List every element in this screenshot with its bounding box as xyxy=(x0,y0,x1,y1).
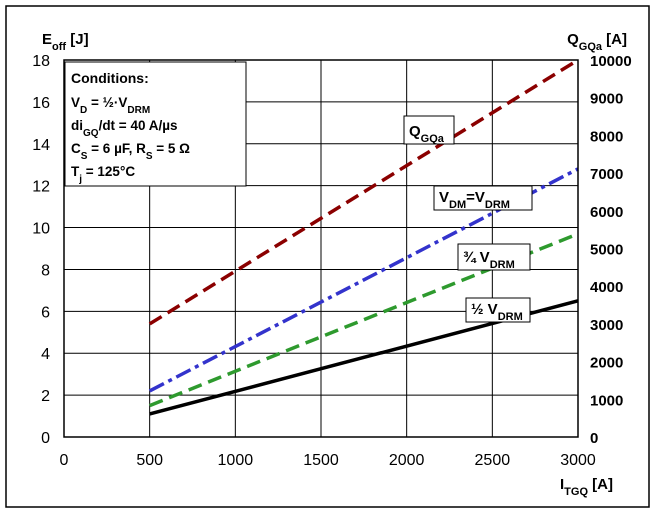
series-labels: QGQa VDM=VDRM ¾ VDRM ½ VDRM xyxy=(403,115,533,323)
y-right-tick-label: 6000 xyxy=(590,204,623,221)
y-left-tick-label: 12 xyxy=(32,179,50,196)
y-right-tick-label: 4000 xyxy=(590,279,623,296)
y-left-tick-label: 0 xyxy=(41,430,50,447)
y-left-axis-title: Eoff [J] xyxy=(42,31,89,53)
y-right-tick-label: 5000 xyxy=(590,242,623,259)
series-label-three-quarter-vdrm: ¾ VDRM xyxy=(457,243,531,271)
conditions-title: Conditions: xyxy=(71,70,149,86)
x-tick-label: 1000 xyxy=(218,452,254,469)
series-label-text: QGQa xyxy=(409,123,445,145)
y-left-tick-label: 16 xyxy=(32,95,50,112)
y-left-tick-label: 2 xyxy=(41,388,50,405)
y-right-tick-label: 10000 xyxy=(590,53,632,70)
conditions-box-frame xyxy=(64,61,247,187)
series-label-text: ½ VDRM xyxy=(471,301,523,323)
conditions-line: CS = 6 µF, RS = 5 Ω xyxy=(71,141,190,162)
conditions-line: Tj = 125°C xyxy=(71,164,135,185)
y-left-tick-label: 6 xyxy=(41,304,50,321)
y-left-tick-label: 14 xyxy=(32,137,50,154)
y-right-tick-label: 3000 xyxy=(590,317,623,334)
x-tick-label: 0 xyxy=(60,452,69,469)
series-label-box xyxy=(465,297,531,323)
series-label-box xyxy=(457,243,531,271)
series-label-box xyxy=(433,185,533,211)
x-axis-title: ITGQ [A] xyxy=(560,476,613,498)
y-right-tick-label: 1000 xyxy=(590,392,623,409)
y-left-tick-label: 4 xyxy=(41,346,50,363)
x-tick-label: 500 xyxy=(136,452,163,469)
y-left-tick-label: 10 xyxy=(32,221,50,238)
series-label-text: VDM=VDRM xyxy=(439,189,510,211)
series-label-half-vdrm: ½ VDRM xyxy=(465,297,531,323)
series-label-text: ¾ VDRM xyxy=(463,249,515,271)
y-right-tick-label: 8000 xyxy=(590,128,623,145)
series-label-vdm-vdrm: VDM=VDRM xyxy=(433,185,533,211)
y-right-axis-title: QGQa [A] xyxy=(567,31,627,53)
y-left-tick-label: 8 xyxy=(41,262,50,279)
x-tick-label: 2500 xyxy=(475,452,511,469)
y-right-tick-label: 9000 xyxy=(590,91,623,108)
x-tick-label: 2000 xyxy=(389,452,425,469)
conditions-line: VD = ½·VDRM xyxy=(71,95,150,116)
tick-labels: 0 500 1000 1500 2000 2500 3000 0 2 4 6 8 10 12 14 16 18 0… xyxy=(32,53,632,469)
plot-area-frame xyxy=(63,59,579,438)
y-right-tick-label: 7000 xyxy=(590,166,623,183)
y-right-tick-label: 2000 xyxy=(590,355,623,372)
series-label-qgqa: QGQa xyxy=(403,115,455,145)
series-label-box xyxy=(403,115,455,145)
x-tick-label: 3000 xyxy=(560,452,596,469)
y-right-tick-label: 0 xyxy=(590,430,598,447)
x-tick-label: 1500 xyxy=(303,452,339,469)
conditions-line: diGQ/dt = 40 A/µs xyxy=(71,118,178,139)
y-left-tick-label: 18 xyxy=(32,53,50,70)
axis-titles: Eoff [J] QGQa [A] ITGQ [A] xyxy=(42,31,627,498)
